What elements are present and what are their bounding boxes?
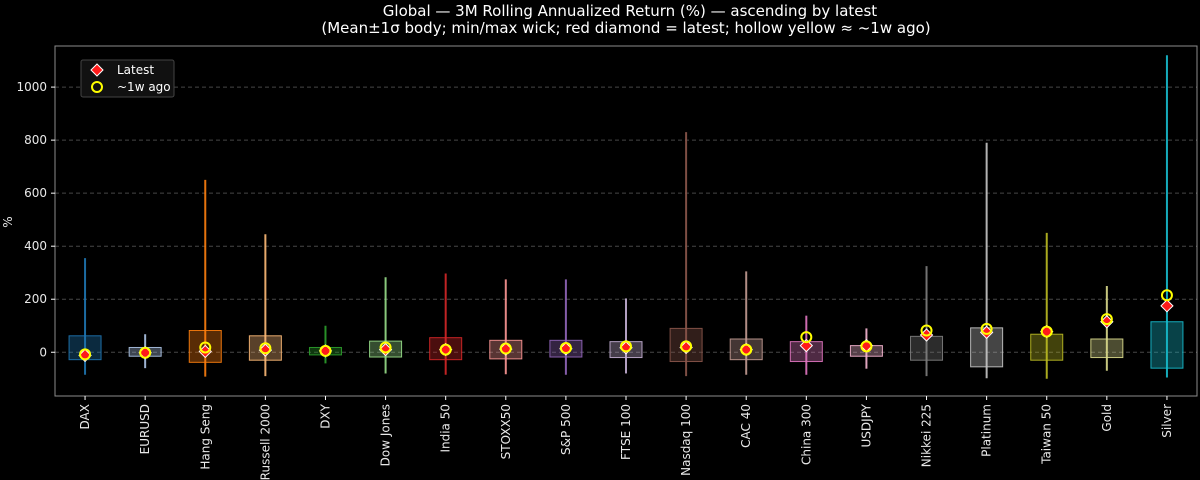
week-ago-marker [920,324,933,337]
y-tick-label: 600 [24,186,47,200]
x-tick-label: DXY [318,403,332,428]
body-box [1030,333,1064,361]
x-tick-label: Hang Seng [198,404,212,470]
series-eurusd [128,334,162,369]
legend-latest-label: Latest [117,63,154,77]
series-nikkei-225 [910,266,944,377]
series-stoxx50 [489,279,523,375]
week-ago-marker [1100,313,1113,326]
axis-layer: 0 200 400 600 800 1000 DAX EURUSD Hang Seng Russe… [16,80,1173,480]
series-usdjpy [849,328,883,369]
week-ago-marker [199,341,212,354]
y-axis-label: % [1,216,15,227]
series-dax [68,258,102,375]
y-tick-label: 200 [24,292,47,306]
y-tick-label: 800 [24,133,47,147]
series-gold [1090,285,1124,371]
series-china-300 [789,315,823,375]
plot-layer [68,55,1184,379]
legend: Latest ~1w ago [80,59,175,98]
x-tick-label: China 300 [799,404,813,465]
x-tick-label: STOXX50 [499,404,513,459]
week-ago-marker [740,343,753,356]
series-hang-seng [188,179,222,377]
series-silver [1150,55,1184,378]
series-cac-40 [729,271,763,375]
week-ago-marker [559,342,572,355]
week-ago-marker [259,342,272,355]
x-tick-label: India 50 [439,404,453,453]
y-tick-label: 1000 [16,80,47,94]
x-tick-label: Gold [1100,404,1114,432]
week-ago-marker [860,340,873,353]
body-box [1090,338,1124,359]
week-ago-marker [680,340,693,353]
x-tick-label: USDJPY [859,403,873,447]
week-ago-marker [620,340,632,353]
legend-week-ago-label: ~1w ago [117,80,171,94]
x-tick-label: Platinum [980,404,994,457]
chart-title: Global — 3M Rolling Annualized Return (%… [383,2,878,20]
x-tick-label: Nasdaq 100 [679,404,693,476]
week-ago-marker [980,322,993,335]
week-ago-marker [800,331,813,344]
y-tick-label: 400 [24,239,47,253]
chart-subtitle: (Mean±1σ body; min/max wick; red diamond… [321,19,930,37]
series-ftse-100 [609,298,643,374]
week-ago-marker [319,344,332,357]
latest-marker [1160,299,1174,313]
x-tick-label: CAC 40 [739,404,753,448]
x-tick-label: DAX [78,404,92,429]
week-ago-marker [439,343,452,356]
x-tick-label: Russell 2000 [258,404,272,480]
x-tick-label: Nikkei 225 [920,404,934,467]
x-tick-label: Taiwan 50 [1040,404,1054,465]
week-ago-marker [1040,325,1053,338]
week-ago-marker [79,348,92,361]
x-tick-label: Dow Jones [379,404,393,466]
series-s-p-500 [549,279,583,375]
latest-marker [799,338,814,353]
series-dow-jones [369,277,403,374]
series-india-50 [429,273,463,375]
body-box [1150,321,1184,369]
x-tick-label: S&P 500 [559,404,573,455]
legend-week-ago-circle-icon [91,81,103,93]
y-tick-label: 0 [39,345,47,359]
week-ago-marker [499,342,512,355]
series-taiwan-50 [1030,232,1064,379]
x-tick-label: FTSE 100 [619,404,633,460]
x-tick-label: Silver [1160,404,1174,438]
x-tick-label: EURUSD [138,404,152,454]
legend-latest-diamond-icon [90,63,104,77]
series-nasdaq-100 [669,132,703,377]
legend-frame [80,59,175,98]
week-ago-marker [379,341,392,354]
week-ago-marker [139,346,152,359]
series-dxy [308,325,342,364]
series-russell-2000 [248,234,282,377]
series-platinum [970,142,1004,379]
week-ago-marker [1160,289,1173,302]
